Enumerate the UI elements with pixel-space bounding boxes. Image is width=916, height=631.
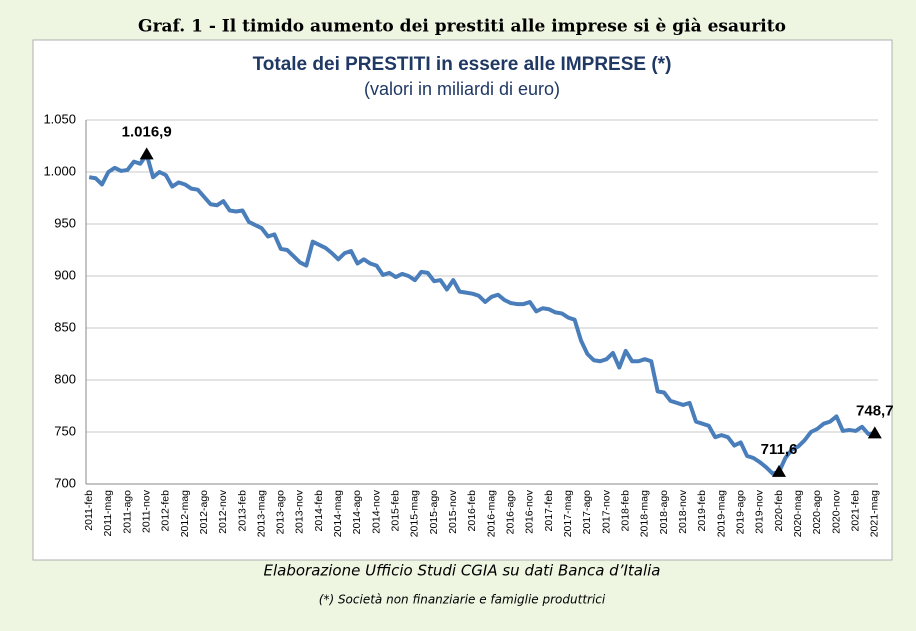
chart-title: Totale dei PRESTITI in essere alle IMPRE… xyxy=(253,54,672,75)
x-tick-label: 2014-mag xyxy=(332,490,344,537)
x-tick-label: 2018-ago xyxy=(658,490,670,535)
x-tick-label: 2020-feb xyxy=(773,490,785,532)
x-tick-label: 2013-nov xyxy=(294,489,306,534)
x-tick-label: 2014-ago xyxy=(351,490,363,535)
x-tick-label: 2012-ago xyxy=(198,490,210,535)
x-tick-label: 2011-mag xyxy=(102,490,114,537)
x-tick-label: 2016-ago xyxy=(505,490,517,535)
x-tick-label: 2019-mag xyxy=(715,490,727,537)
x-tick-label: 2021-feb xyxy=(849,490,861,532)
line xyxy=(88,152,876,476)
x-tick-label: 2019-ago xyxy=(734,490,746,535)
x-tick-label: 2018-mag xyxy=(639,490,651,537)
x-tick-label: 2017-nov xyxy=(600,489,612,534)
x-tick-label: 2011-nov xyxy=(140,489,152,533)
x-tick-label: 2016-mag xyxy=(485,490,497,537)
note: (*) Società non finanziarie e famiglie p… xyxy=(319,593,606,607)
x-tick-label: 2013-feb xyxy=(236,490,248,532)
chart-frame xyxy=(32,39,893,561)
y-tick-label: 700 xyxy=(54,475,76,490)
x-tick-label: 2015-ago xyxy=(428,490,440,535)
x-tick-label: 2020-mag xyxy=(792,490,804,537)
marker xyxy=(139,147,154,160)
x-tick-label: 2014-nov xyxy=(370,489,382,534)
x-tick-label: 2017-feb xyxy=(543,490,555,532)
x-tick-label: 2019-feb xyxy=(696,490,708,532)
data-label: 1.016,9 xyxy=(122,123,172,140)
x-tick-label: 2011-ago xyxy=(121,490,133,534)
x-tick-label: 2019-nov xyxy=(754,489,766,534)
source: Elaborazione Ufficio Studi CGIA su dati … xyxy=(264,562,661,580)
x-tick-label: 2012-nov xyxy=(217,489,229,534)
x-tick-label: 2018-nov xyxy=(677,489,689,534)
plot: 700 750 800 850 900 950 1.000 1.050 2011-feb 2011… xyxy=(43,111,893,537)
data-label: 748,7 xyxy=(856,402,894,419)
x-tick-label: 2021-mag xyxy=(869,490,881,537)
x-tick-label: 2020-nov xyxy=(830,489,842,534)
y-tick-label: 850 xyxy=(54,319,76,334)
x-tick-label: 2012-mag xyxy=(179,490,191,537)
x-tick-label: 2015-nov xyxy=(447,489,459,534)
marker xyxy=(867,426,882,439)
marker xyxy=(772,464,786,477)
chart-subtitle: (valori in miliardi di euro) xyxy=(364,79,560,99)
x-tick-label: 2013-ago xyxy=(275,490,287,535)
x-tick-label: 2016-nov xyxy=(524,489,536,534)
x-tick-label: 2011-feb xyxy=(83,490,95,531)
y-tick-label: 900 xyxy=(54,267,76,282)
data-label: 711,6 xyxy=(761,441,798,458)
y-tick-label: 800 xyxy=(54,371,76,386)
x-tick-label: 2017-mag xyxy=(562,490,574,537)
x-tick-label: 2015-mag xyxy=(409,490,421,537)
x-tick-label: 2017-ago xyxy=(581,490,593,535)
x-tick-label: 2015-feb xyxy=(390,490,402,532)
x-tick-label: 2013-mag xyxy=(255,490,267,537)
y-tick-label: 750 xyxy=(54,423,76,438)
y-tick-label: 1.050 xyxy=(43,111,76,126)
x-tick-label: 2012-feb xyxy=(160,490,172,532)
y-tick-label: 950 xyxy=(54,215,76,230)
x-tick-label: 2016-feb xyxy=(466,490,478,532)
header: Graf. 1 - Il timido aumento dei prestiti… xyxy=(138,17,786,37)
y-tick-label: 1.000 xyxy=(43,163,76,178)
x-tick-label: 2018-feb xyxy=(619,490,631,532)
x-tick-label: 2014-feb xyxy=(313,490,325,532)
x-tick-label: 2020-ago xyxy=(811,490,823,535)
